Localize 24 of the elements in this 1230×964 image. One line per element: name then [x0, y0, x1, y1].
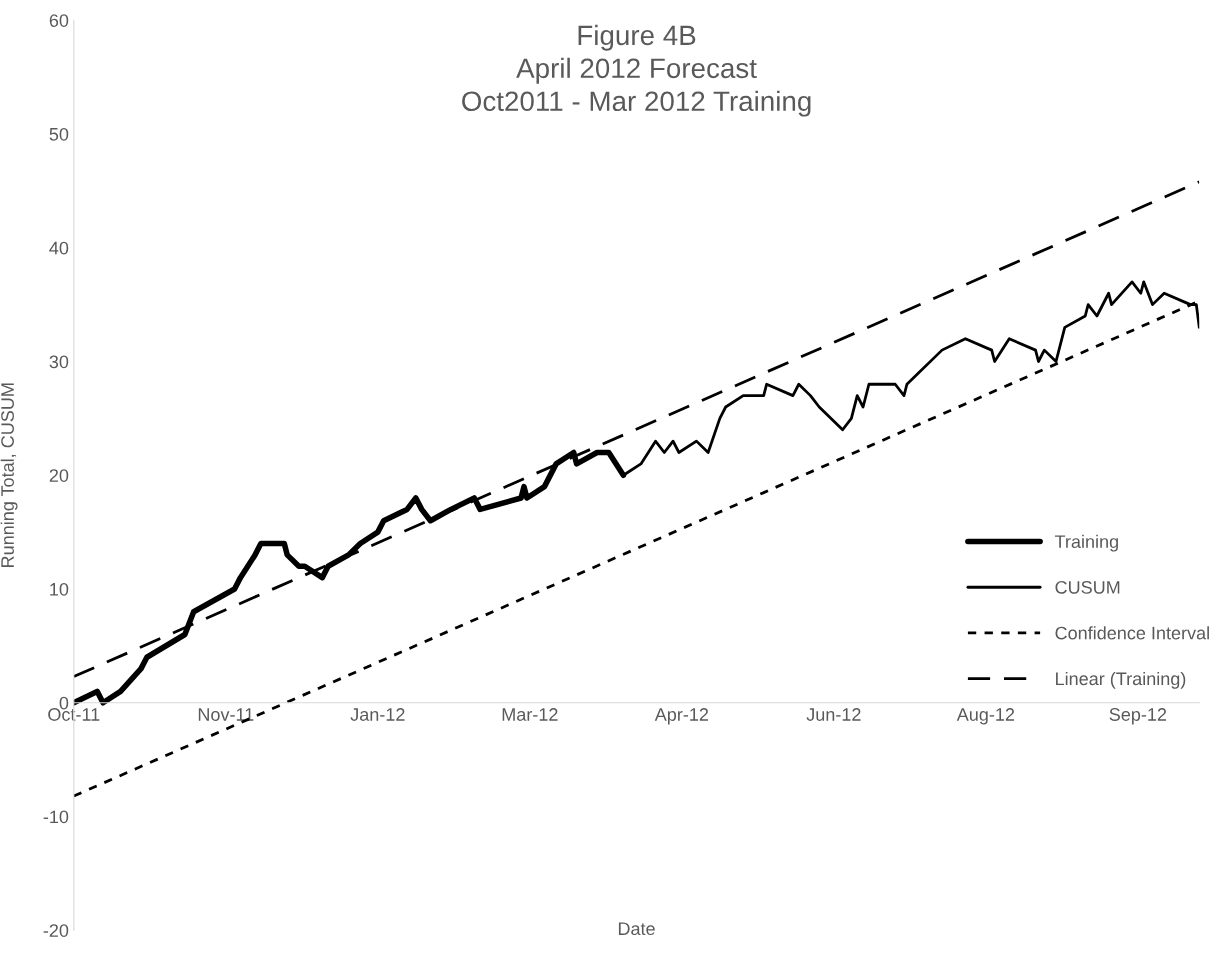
x-axis-title: Date	[618, 922, 655, 936]
legend-label: Linear (Training)	[1056, 671, 1186, 689]
x-tick-label: Jan-12	[350, 708, 405, 721]
text: Figure 4B April 2012 Forecast Oct2011 - Mar 2012 Training	[462, 24, 811, 117]
y-axis-title: Running Total, CUSUM	[0, 383, 18, 567]
y-tick-label: -10	[43, 810, 69, 824]
y-tick-label: 30	[49, 355, 69, 369]
x-tick-label: Jun-12	[806, 708, 861, 721]
x-tick-label: Apr-12	[654, 708, 709, 725]
y-tick-label: -20	[43, 924, 69, 937]
x-tick-label: Oct-11	[48, 708, 100, 721]
x-tick-label: Sep-12	[1109, 708, 1167, 725]
x-tick-label: Aug-12	[956, 708, 1015, 725]
legend-label: CUSUM	[1055, 580, 1120, 594]
y-tick-label: 0	[59, 696, 69, 710]
legend-label: Confidence Interval	[1055, 626, 1209, 640]
legend-label: Training	[1054, 534, 1118, 552]
x-tick-label: Nov-11	[198, 708, 254, 721]
y-tick-label: 60	[49, 14, 69, 27]
y-tick-label: 20	[49, 469, 69, 482]
y-tick-label: 10	[50, 582, 69, 596]
x-tick-label: Mar-12	[502, 708, 558, 721]
y-tick-label: 50	[49, 127, 69, 141]
y-tick-label: 40	[49, 241, 69, 255]
